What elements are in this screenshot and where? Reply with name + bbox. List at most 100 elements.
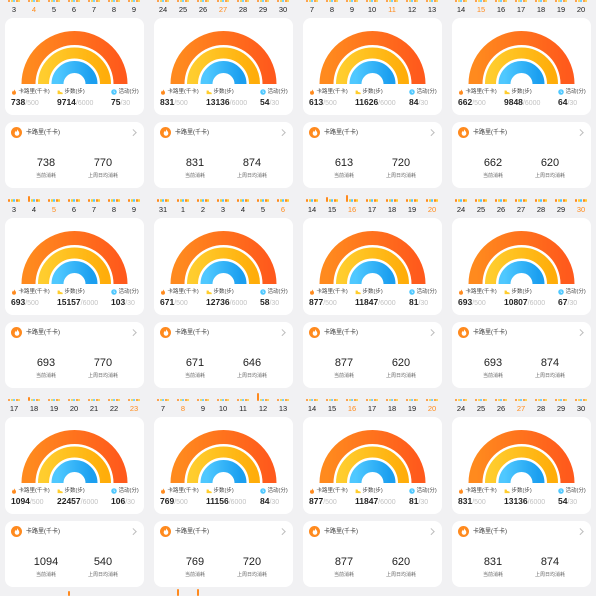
date-cell[interactable]: 29 [258, 5, 268, 14]
goal-rings-card[interactable]: 卡路里(千卡) 877/500 步数(步) 11847/6000 活动( [303, 217, 442, 315]
date-cell[interactable]: 6 [71, 5, 77, 14]
date-cell[interactable]: 26 [198, 5, 208, 14]
date-cell[interactable]: 9 [200, 404, 206, 413]
calorie-summary-card[interactable]: 卡路里(千卡) 769 当前消耗 720 上周日均消耗 [154, 521, 293, 587]
date-cell[interactable]: 19 [407, 204, 417, 214]
date-cell[interactable]: 17 [516, 5, 526, 14]
date-cell[interactable]: 3 [220, 204, 226, 214]
date-cell[interactable]: 21 [89, 404, 99, 413]
date-cell[interactable]: 16 [347, 204, 357, 214]
date-cell[interactable]: 14 [307, 204, 317, 214]
goal-rings-card[interactable]: 卡路里(千卡) 877/500 步数(步) 11847/6000 活动( [303, 417, 442, 514]
calorie-summary-card[interactable]: 卡路里(千卡) 613 当前消耗 720 上周日均消耗 [303, 122, 442, 188]
date-cell[interactable]: 25 [178, 5, 188, 14]
date-cell[interactable]: 26 [496, 204, 506, 214]
date-cell[interactable]: 17 [9, 404, 19, 413]
date-cell[interactable]: 19 [407, 404, 417, 413]
calorie-summary-card[interactable]: 卡路里(千卡) 877 当前消耗 620 上周日均消耗 [303, 321, 442, 388]
goal-rings-card[interactable]: 卡路里(千卡) 693/500 步数(步) 10807/6000 活动( [452, 217, 591, 315]
calorie-summary-card[interactable]: 卡路里(千卡) 831 当前消耗 874 上周日均消耗 [452, 521, 591, 587]
date-cell[interactable]: 31 [158, 204, 168, 214]
date-cell[interactable]: 25 [476, 204, 486, 214]
date-cell[interactable]: 28 [536, 404, 546, 413]
date-cell[interactable]: 20 [427, 204, 437, 214]
date-cell[interactable]: 13 [278, 404, 288, 413]
goal-rings-card[interactable]: 卡路里(千卡) 738/500 步数(步) 9714/6000 活动(分 [5, 18, 144, 115]
date-cell[interactable]: 30 [278, 5, 288, 14]
calorie-summary-card[interactable]: 卡路里(千卡) 693 当前消耗 874 上周日均消耗 [452, 321, 591, 388]
date-cell[interactable]: 20 [576, 5, 586, 14]
date-cell[interactable]: 24 [456, 204, 466, 214]
date-cell[interactable]: 16 [347, 404, 357, 413]
date-cell[interactable]: 19 [556, 5, 566, 14]
date-cell[interactable]: 11 [239, 404, 247, 413]
date-cell[interactable]: 12 [407, 5, 417, 14]
date-cell[interactable]: 27 [516, 404, 526, 413]
date-cell[interactable]: 6 [280, 204, 286, 214]
date-cell[interactable]: 29 [556, 204, 566, 214]
date-cell[interactable]: 13 [427, 5, 437, 14]
date-cell[interactable]: 30 [576, 204, 586, 214]
date-cell[interactable]: 27 [516, 204, 526, 214]
date-cell[interactable]: 24 [158, 5, 168, 14]
calorie-summary-card[interactable]: 卡路里(千卡) 662 当前消耗 620 上周日均消耗 [452, 122, 591, 188]
date-cell[interactable]: 5 [260, 204, 266, 214]
date-cell[interactable]: 9 [131, 5, 137, 14]
calorie-summary-card[interactable]: 卡路里(千卡) 693 当前消耗 770 上周日均消耗 [5, 321, 144, 388]
date-cell[interactable]: 27 [218, 5, 228, 14]
date-cell[interactable]: 16 [496, 5, 506, 14]
date-cell[interactable]: 10 [367, 5, 377, 14]
date-cell[interactable]: 5 [51, 204, 57, 214]
date-cell[interactable]: 15 [327, 404, 337, 413]
date-cell[interactable]: 9 [349, 5, 355, 14]
date-cell[interactable]: 6 [71, 204, 77, 214]
date-cell[interactable]: 8 [180, 404, 186, 413]
date-cell[interactable]: 4 [240, 204, 246, 214]
date-cell[interactable]: 24 [456, 404, 466, 413]
calorie-summary-card[interactable]: 卡路里(千卡) 738 当前消耗 770 上周日均消耗 [5, 122, 144, 188]
calorie-summary-card[interactable]: 卡路里(千卡) 877 当前消耗 620 上周日均消耗 [303, 521, 442, 587]
date-cell[interactable]: 1 [180, 204, 186, 214]
goal-rings-card[interactable]: 卡路里(千卡) 693/500 步数(步) 15157/6000 活动( [5, 217, 144, 315]
calorie-summary-card[interactable]: 卡路里(千卡) 1094 当前消耗 540 上周日均消耗 [5, 521, 144, 587]
goal-rings-card[interactable]: 卡路里(千卡) 1094/500 步数(步) 22457/6000 活动 [5, 417, 144, 514]
goal-rings-card[interactable]: 卡路里(千卡) 662/500 步数(步) 9848/6000 活动(分 [452, 18, 591, 115]
goal-rings-card[interactable]: 卡路里(千卡) 671/500 步数(步) 12736/6000 活动( [154, 217, 293, 315]
date-cell[interactable]: 18 [387, 404, 397, 413]
goal-rings-card[interactable]: 卡路里(千卡) 613/500 步数(步) 11626/6000 活动( [303, 18, 442, 115]
date-cell[interactable]: 17 [367, 204, 377, 214]
date-cell[interactable]: 7 [91, 204, 97, 214]
date-cell[interactable]: 29 [556, 404, 566, 413]
date-cell[interactable]: 7 [91, 5, 97, 14]
date-cell[interactable]: 15 [476, 5, 486, 14]
date-cell[interactable]: 8 [111, 5, 117, 14]
date-cell[interactable]: 20 [69, 404, 79, 413]
date-cell[interactable]: 11 [388, 5, 396, 14]
date-cell[interactable]: 4 [31, 5, 37, 14]
date-cell[interactable]: 15 [327, 204, 337, 214]
date-cell[interactable]: 18 [536, 5, 546, 14]
date-cell[interactable]: 18 [387, 204, 397, 214]
date-cell[interactable]: 14 [307, 404, 317, 413]
goal-rings-card[interactable]: 卡路里(千卡) 831/500 步数(步) 13136/6000 活动( [452, 417, 591, 514]
date-cell[interactable]: 14 [456, 5, 466, 14]
date-cell[interactable]: 28 [536, 204, 546, 214]
date-cell[interactable]: 28 [238, 5, 248, 14]
date-cell[interactable]: 2 [200, 204, 206, 214]
date-cell[interactable]: 30 [576, 404, 586, 413]
date-cell[interactable]: 4 [31, 204, 37, 214]
date-cell[interactable]: 5 [51, 5, 57, 14]
date-cell[interactable]: 8 [111, 204, 117, 214]
date-cell[interactable]: 17 [367, 404, 377, 413]
date-cell[interactable]: 3 [11, 204, 17, 214]
date-cell[interactable]: 9 [131, 204, 137, 214]
date-cell[interactable]: 23 [129, 404, 139, 413]
date-cell[interactable]: 22 [109, 404, 119, 413]
date-cell[interactable]: 10 [218, 404, 228, 413]
goal-rings-card[interactable]: 卡路里(千卡) 831/500 步数(步) 13136/6000 活动( [154, 18, 293, 115]
date-cell[interactable]: 18 [29, 404, 39, 413]
date-cell[interactable]: 26 [496, 404, 506, 413]
goal-rings-card[interactable]: 卡路里(千卡) 769/500 步数(步) 11156/6000 活动( [154, 417, 293, 514]
calorie-summary-card[interactable]: 卡路里(千卡) 831 当前消耗 874 上周日均消耗 [154, 122, 293, 188]
date-cell[interactable]: 12 [258, 404, 268, 413]
